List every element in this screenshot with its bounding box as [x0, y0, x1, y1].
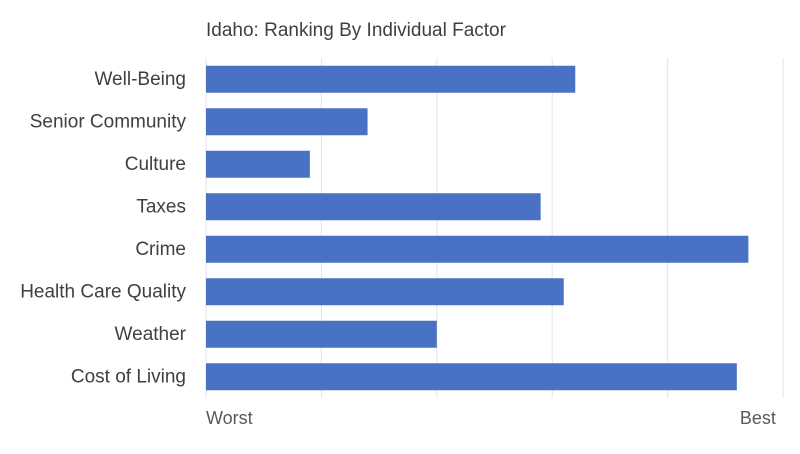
bar-health-care-quality	[206, 278, 564, 306]
bar-cost-of-living	[206, 363, 737, 391]
bar-weather	[206, 320, 437, 348]
category-label-crime: Crime	[135, 239, 186, 260]
bar-culture	[206, 150, 310, 178]
x-tick-label-best: Best	[740, 408, 776, 428]
category-label-well-being: Well-Being	[94, 69, 186, 90]
chart-title: Idaho: Ranking By Individual Factor	[206, 20, 506, 41]
category-label-health-care-quality: Health Care Quality	[20, 281, 186, 302]
category-label-culture: Culture	[125, 154, 186, 175]
bar-crime	[206, 235, 749, 263]
bar-taxes	[206, 193, 541, 221]
category-label-taxes: Taxes	[136, 196, 186, 217]
category-label-cost-of-living: Cost of Living	[71, 366, 186, 387]
category-label-weather: Weather	[115, 324, 187, 345]
x-tick-label-worst: Worst	[206, 408, 253, 428]
category-label-senior-community: Senior Community	[30, 111, 187, 132]
bar-well-being	[206, 65, 576, 93]
bar-senior-community	[206, 108, 368, 136]
